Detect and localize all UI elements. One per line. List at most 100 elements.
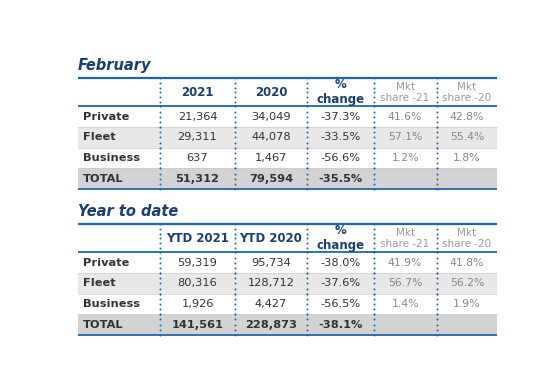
Point xyxy=(432,181,441,187)
Point xyxy=(432,124,441,130)
Text: 80,316: 80,316 xyxy=(178,278,218,288)
Text: -56.6%: -56.6% xyxy=(320,153,360,163)
Text: 41.6%: 41.6% xyxy=(388,112,422,122)
Point xyxy=(231,165,240,172)
Point xyxy=(432,265,441,271)
Point xyxy=(302,235,311,241)
Point xyxy=(155,134,164,141)
Text: 55.4%: 55.4% xyxy=(450,133,484,142)
Point xyxy=(155,265,164,271)
Point xyxy=(302,240,311,246)
Point xyxy=(155,129,164,135)
Point xyxy=(369,129,378,135)
Point xyxy=(369,327,378,333)
Point xyxy=(155,260,164,266)
Point xyxy=(432,80,441,86)
Point xyxy=(432,124,441,130)
Text: Business: Business xyxy=(83,299,140,309)
Text: Mkt
share -20: Mkt share -20 xyxy=(442,228,492,249)
Point xyxy=(432,170,441,177)
Text: 1,467: 1,467 xyxy=(255,153,287,163)
Point xyxy=(231,145,240,151)
Point xyxy=(231,124,240,130)
Point xyxy=(369,75,378,82)
Point xyxy=(231,114,240,120)
Point xyxy=(369,260,378,266)
Point xyxy=(369,155,378,161)
Point xyxy=(369,226,378,232)
Point xyxy=(231,186,240,192)
Text: 1.9%: 1.9% xyxy=(453,299,481,309)
Point xyxy=(432,186,441,192)
Point xyxy=(155,245,164,251)
Text: Fleet: Fleet xyxy=(83,133,116,142)
Point xyxy=(302,80,311,86)
Point xyxy=(231,285,240,291)
Point xyxy=(155,165,164,172)
Text: Year to date: Year to date xyxy=(78,204,178,219)
Text: 41.9%: 41.9% xyxy=(388,258,422,268)
Point xyxy=(432,311,441,318)
Text: 79,594: 79,594 xyxy=(249,173,293,184)
Point xyxy=(369,145,378,151)
Point xyxy=(432,165,441,172)
Text: 57.1%: 57.1% xyxy=(388,133,422,142)
Point xyxy=(231,296,240,302)
Point xyxy=(432,226,441,232)
Point xyxy=(369,275,378,281)
Text: Mkt
share -21: Mkt share -21 xyxy=(381,228,430,249)
Point xyxy=(432,311,441,318)
Point xyxy=(155,170,164,177)
Point xyxy=(302,301,311,307)
Point xyxy=(369,170,378,177)
Point xyxy=(231,291,240,297)
Point xyxy=(155,322,164,328)
Point xyxy=(432,240,441,246)
Point xyxy=(302,249,311,255)
Point xyxy=(302,249,311,255)
Point xyxy=(231,175,240,182)
Text: 141,561: 141,561 xyxy=(171,320,224,330)
Point xyxy=(231,160,240,166)
Point xyxy=(155,181,164,187)
Point xyxy=(155,291,164,297)
Point xyxy=(302,160,311,166)
Point xyxy=(155,150,164,156)
Text: YTD 2021: YTD 2021 xyxy=(166,232,229,245)
Point xyxy=(231,103,240,110)
Text: 95,734: 95,734 xyxy=(251,258,291,268)
Point xyxy=(369,249,378,255)
Point xyxy=(432,145,441,151)
Point xyxy=(302,254,311,260)
Point xyxy=(302,145,311,151)
Point xyxy=(369,316,378,322)
Point xyxy=(155,221,164,228)
Point xyxy=(369,114,378,120)
Point xyxy=(369,94,378,100)
Point xyxy=(155,99,164,105)
Point xyxy=(302,275,311,281)
Point xyxy=(231,170,240,177)
Point xyxy=(302,103,311,110)
Point xyxy=(369,165,378,172)
Text: -37.3%: -37.3% xyxy=(320,112,360,122)
Point xyxy=(231,129,240,135)
Point xyxy=(302,322,311,328)
Point xyxy=(302,170,311,177)
Point xyxy=(231,231,240,237)
Point xyxy=(302,139,311,146)
Point xyxy=(155,332,164,338)
Text: %
change: % change xyxy=(316,224,364,252)
Point xyxy=(369,139,378,146)
Point xyxy=(231,260,240,266)
Point xyxy=(432,245,441,251)
Point xyxy=(432,332,441,338)
Text: 2021: 2021 xyxy=(181,86,214,99)
Point xyxy=(231,311,240,318)
Point xyxy=(432,155,441,161)
Point xyxy=(302,270,311,276)
Point xyxy=(302,119,311,125)
Point xyxy=(369,89,378,95)
Point xyxy=(231,124,240,130)
Point xyxy=(155,235,164,241)
